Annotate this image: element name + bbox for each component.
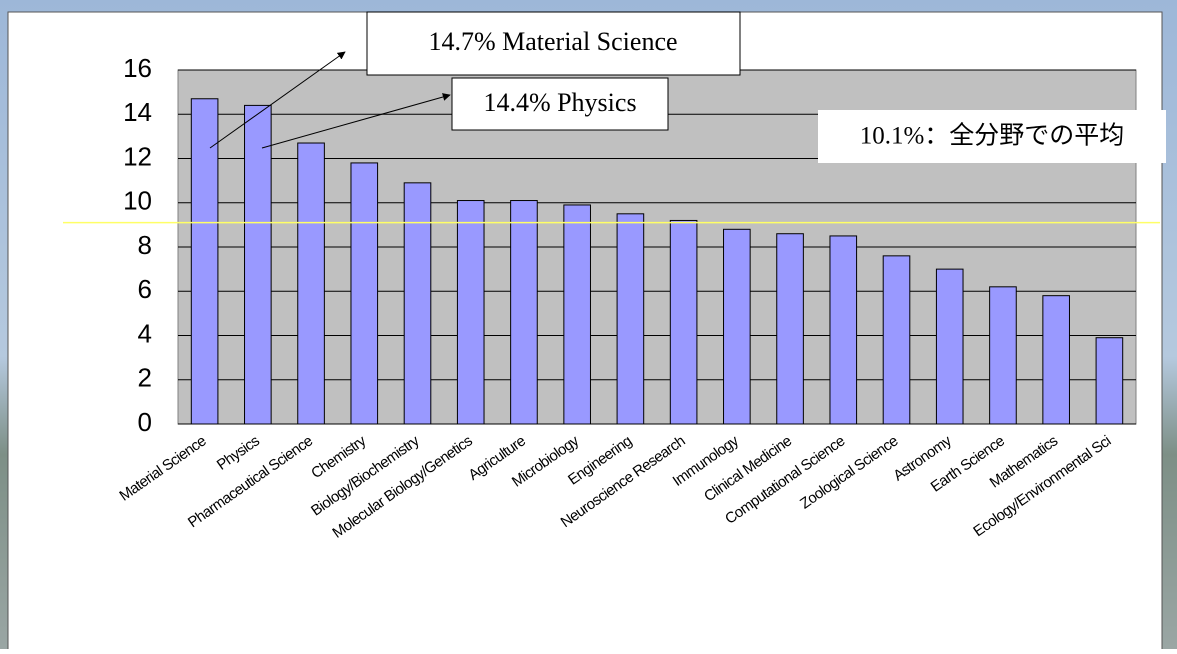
y-tick-label: 2	[138, 363, 152, 393]
bar	[404, 183, 431, 424]
annotation: 10.1%：全分野での平均	[860, 122, 1125, 150]
bar	[724, 229, 751, 424]
bar	[457, 201, 484, 424]
y-tick-label: 10	[123, 186, 152, 216]
y-tick-label: 4	[138, 318, 152, 348]
y-tick-label: 14	[123, 97, 152, 127]
annotation: 14.4% Physics	[483, 88, 636, 117]
bar	[936, 269, 963, 424]
bar	[351, 163, 378, 424]
y-tick-label: 16	[123, 53, 152, 83]
bar	[883, 256, 910, 424]
bar	[830, 236, 857, 424]
bar	[670, 220, 697, 424]
bar	[617, 214, 644, 424]
bar	[1096, 338, 1123, 424]
bar	[191, 99, 218, 424]
y-tick-label: 6	[138, 274, 152, 304]
bar	[777, 234, 804, 424]
y-tick-label: 8	[138, 230, 152, 260]
annotation: 14.7% Material Science	[428, 27, 677, 56]
chart: 0246810121416Material SciencePhysicsPhar…	[0, 0, 1177, 649]
bar	[245, 105, 272, 424]
y-tick-label: 12	[123, 141, 152, 171]
bar	[564, 205, 591, 424]
bar	[1043, 296, 1070, 424]
bar	[298, 143, 325, 424]
bar	[511, 201, 538, 424]
bar	[990, 287, 1017, 424]
y-tick-label: 0	[138, 407, 152, 437]
page: {"chart_data": {"type": "bar", "categori…	[0, 0, 1177, 649]
